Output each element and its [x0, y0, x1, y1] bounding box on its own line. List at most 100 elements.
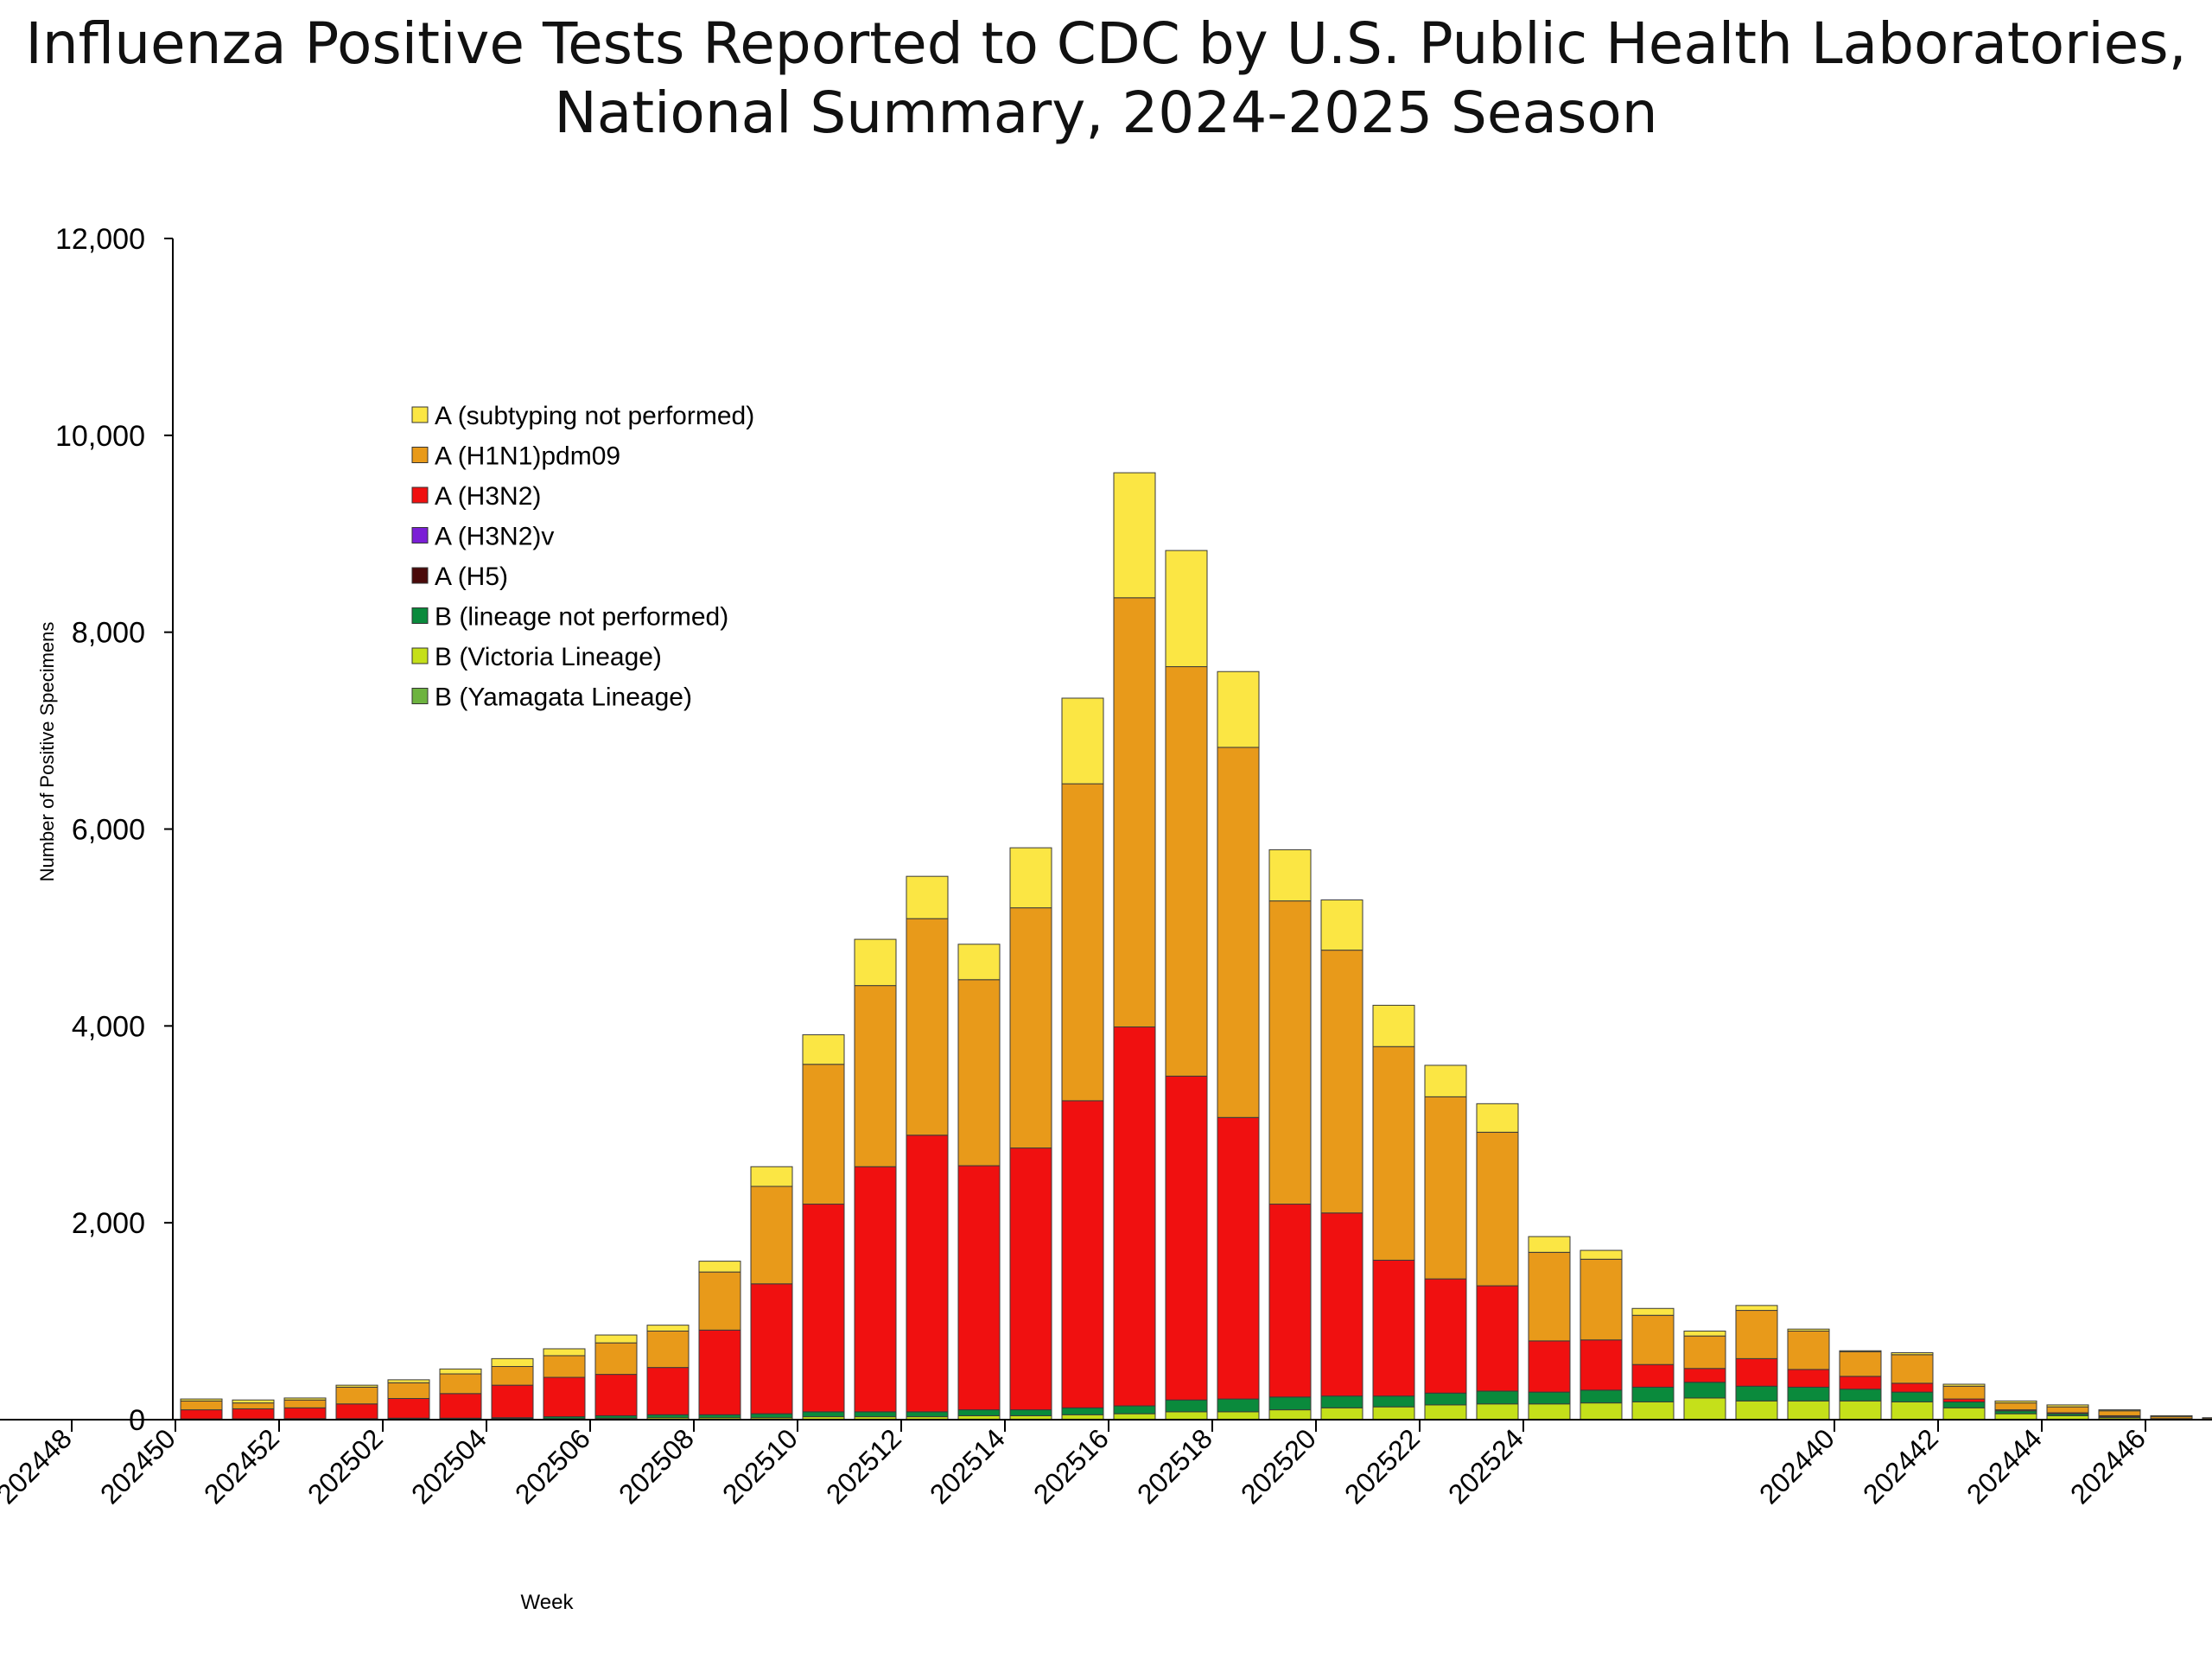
y-tick-label: 12,000: [55, 223, 145, 256]
bar-segment-202505-6: [594, 1342, 638, 1376]
bar-segment-202504-5: [543, 1376, 586, 1418]
bar-segment-202504-7: [543, 1348, 586, 1357]
bar-segment-202524-7: [1580, 1249, 1623, 1260]
bar-segment-202502-6: [439, 1373, 482, 1395]
bar-segment-202521-7: [1424, 1065, 1467, 1097]
legend-swatch: [411, 688, 429, 704]
bar-segment-202516-1: [1165, 1411, 1208, 1421]
y-tick-label: 0: [129, 1404, 145, 1437]
bar-segment-202533-7: [2046, 1404, 2089, 1408]
bar-segment-202518-5: [1268, 1204, 1312, 1398]
bar-segment-202532-7: [1994, 1400, 2037, 1404]
bar-segment-202523-7: [1528, 1236, 1571, 1253]
bar-segment-202518-2: [1268, 1396, 1312, 1411]
bar-segment-202451-7: [283, 1397, 327, 1401]
legend-label: B (Victoria Lineage): [435, 643, 662, 671]
bars-layer: [180, 472, 2212, 1421]
bar-segment-202450-7: [232, 1399, 275, 1404]
bar-segment-202524-5: [1580, 1339, 1623, 1391]
bar-segment-202506-2: [646, 1414, 690, 1419]
bar-segment-202532-1: [1994, 1413, 2037, 1421]
bar-segment-202511-7: [906, 875, 949, 919]
bar-segment-202451-6: [283, 1399, 327, 1408]
bar-segment-202523-1: [1528, 1403, 1571, 1421]
bar-segment-202505-7: [594, 1334, 638, 1344]
bar-segment-202536-6: [2202, 1417, 2212, 1420]
x-tick-label: 202510: [716, 1422, 804, 1510]
x-tick-label: 202442: [1857, 1422, 1944, 1510]
bar-segment-202507-5: [698, 1329, 741, 1415]
bar-segment-202450-6: [232, 1402, 275, 1409]
bar-segment-202513-7: [1009, 847, 1052, 909]
bar-segment-202533-6: [2046, 1406, 2089, 1414]
bar-segment-202515-6: [1113, 597, 1156, 1027]
bar-segment-202507-7: [698, 1261, 741, 1273]
bar-segment-202527-1: [1735, 1400, 1778, 1421]
bar-segment-202525-5: [1631, 1363, 1675, 1388]
bar-segment-202523-2: [1528, 1391, 1571, 1405]
legend-label: A (H3N2): [435, 482, 541, 511]
x-tick-label: 202524: [1442, 1422, 1529, 1510]
bar-segment-202515-5: [1113, 1026, 1156, 1407]
bar-segment-202504-6: [543, 1355, 586, 1378]
bar-segment-202515-1: [1113, 1413, 1156, 1421]
bar-segment-202507-2: [698, 1414, 741, 1419]
bar-segment-202523-5: [1528, 1340, 1571, 1393]
bar-segment-202530-7: [1891, 1352, 1934, 1356]
bar-segment-202516-5: [1165, 1075, 1208, 1401]
legend-swatch: [411, 447, 429, 463]
bar-segment-202519-1: [1320, 1407, 1363, 1421]
bar-segment-202520-6: [1372, 1046, 1415, 1261]
bar-segment-202531-7: [1942, 1383, 1986, 1387]
x-tick-label: 202508: [613, 1422, 700, 1510]
bar-segment-202518-6: [1268, 900, 1312, 1205]
legend-layer: A (subtyping not performed) A (H1N1)pdm09…: [411, 402, 754, 712]
y-tick-label: 6,000: [72, 814, 145, 847]
x-tick-label: 202504: [405, 1422, 493, 1510]
x-tick-label: 202446: [2064, 1422, 2152, 1510]
x-tick-label: 202522: [1338, 1422, 1426, 1510]
bar-segment-202505-5: [594, 1374, 638, 1416]
bar-segment-202511-5: [906, 1135, 949, 1413]
bar-segment-202527-2: [1735, 1385, 1778, 1402]
bar-segment-202531-1: [1942, 1407, 1986, 1421]
bar-segment-202514-5: [1061, 1100, 1104, 1408]
bar-segment-202450-5: [232, 1408, 275, 1420]
bar-segment-202506-5: [646, 1367, 690, 1415]
bar-segment-202515-2: [1113, 1405, 1156, 1414]
bar-segment-202530-6: [1891, 1354, 1934, 1384]
x-tick-label: 202514: [924, 1422, 1011, 1510]
legend-swatch: [411, 406, 429, 423]
bar-segment-202527-6: [1735, 1310, 1778, 1359]
bar-segment-202452-5: [335, 1403, 378, 1420]
bar-segment-202526-5: [1683, 1368, 1726, 1383]
x-tick-label: 202452: [198, 1422, 285, 1510]
bar-segment-202516-2: [1165, 1399, 1208, 1413]
bar-segment-202520-2: [1372, 1395, 1415, 1408]
y-axis-title: Number of Positive Specimens: [36, 622, 58, 882]
bar-segment-202525-6: [1631, 1314, 1675, 1365]
bar-segment-202511-2: [906, 1411, 949, 1418]
bar-segment-202521-1: [1424, 1404, 1467, 1421]
bar-segment-202513-5: [1009, 1147, 1052, 1411]
bar-segment-202528-6: [1787, 1330, 1830, 1370]
bar-segment-202520-7: [1372, 1004, 1415, 1047]
bar-segment-202520-1: [1372, 1406, 1415, 1421]
bar-segment-202517-1: [1217, 1411, 1260, 1421]
x-tick-label: 202502: [302, 1422, 389, 1510]
bar-segment-202514-2: [1061, 1407, 1104, 1415]
bar-segment-202521-5: [1424, 1278, 1467, 1394]
bar-segment-202513-6: [1009, 907, 1052, 1149]
bar-segment-202519-6: [1320, 950, 1363, 1214]
bar-segment-202512-7: [957, 944, 1001, 981]
bar-segment-202529-1: [1839, 1400, 1882, 1421]
bar-segment-202451-5: [283, 1407, 327, 1420]
bar-segment-202510-7: [854, 938, 897, 987]
bar-segment-202501-6: [387, 1382, 430, 1400]
bar-segment-202509-7: [802, 1034, 845, 1065]
bar-segment-202514-7: [1061, 697, 1104, 785]
x-tick-label: 202518: [1131, 1422, 1218, 1510]
bar-segment-202512-6: [957, 979, 1001, 1166]
bar-segment-202506-7: [646, 1325, 690, 1332]
